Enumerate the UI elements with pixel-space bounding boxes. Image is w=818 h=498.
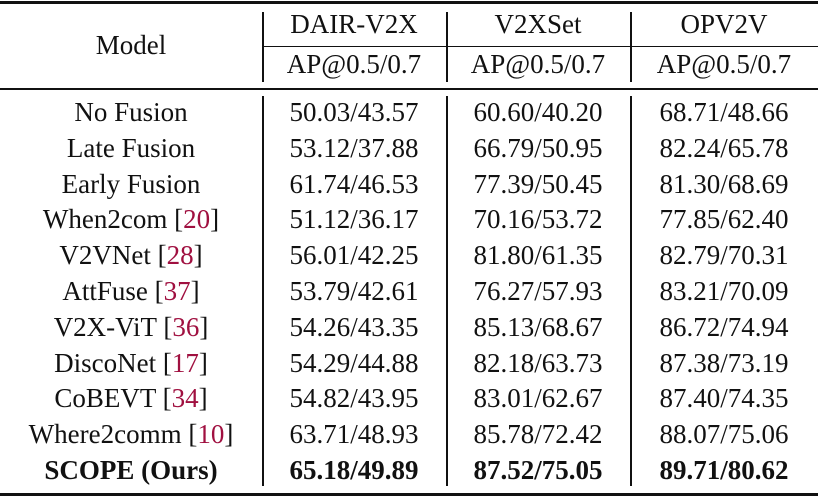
citation-link[interactable]: 28: [166, 240, 194, 271]
model-name: SCOPE (Ours): [44, 455, 218, 485]
model-name: AttFuse: [62, 276, 148, 306]
header-metric: AP@0.5/0.7: [286, 49, 422, 79]
table-cell-value: 54.82/43.95: [289, 383, 419, 414]
model-name: V2VNet: [59, 240, 151, 271]
citation-bracket: [: [155, 383, 172, 414]
citation-bracket: [: [181, 419, 198, 450]
table-cell-value: 68.71/48.66: [659, 97, 789, 127]
table-cell-value: 85.13/68.67: [473, 311, 603, 342]
citation-bracket: ]: [190, 276, 200, 306]
model-name: CoBEVT: [54, 383, 156, 414]
citation-bracket: [: [147, 276, 164, 306]
model-name: Where2comm: [28, 419, 182, 450]
table-cell-value: 82.24/65.78: [659, 132, 789, 163]
column-divider: [630, 96, 632, 486]
model-name: V2X-ViT: [53, 311, 157, 342]
table-row-model: V2VNet [28]: [0, 237, 262, 273]
table-cell-value: 54.26/43.35: [289, 311, 419, 342]
table-row-model: AttFuse [37]: [0, 273, 262, 309]
table-row-model: No Fusion: [0, 94, 262, 130]
table-cell-value: 86.72/74.94: [659, 311, 789, 342]
header-dataset-dair-v2x: DAIR-V2X: [290, 9, 418, 39]
table-cell-value: 81.30/68.69: [659, 168, 789, 199]
citation-bracket: [: [150, 240, 167, 271]
table-cell-value: 63.71/48.93: [289, 419, 419, 450]
table-cell-value: 50.03/43.57: [289, 97, 419, 127]
table-cell-value: 83.01/62.67: [473, 383, 603, 414]
model-name: DiscoNet: [54, 347, 157, 378]
bottom-rule: [0, 493, 818, 496]
table-cell-value: 54.29/44.88: [289, 347, 419, 378]
table-cell-value: 56.01/42.25: [289, 240, 419, 271]
table-cell-value: 77.85/62.40: [659, 204, 789, 235]
citation-bracket: ]: [193, 240, 203, 271]
citation-link[interactable]: 37: [163, 276, 191, 306]
header-rule: [0, 88, 818, 90]
table-cell-value: 76.27/57.93: [473, 276, 603, 306]
table-cell-value: 70.16/53.72: [473, 204, 603, 235]
citation-bracket: ]: [224, 419, 234, 450]
table-cell-value: 89.71/80.62: [659, 455, 789, 485]
table-cell-value: 87.38/73.19: [659, 347, 789, 378]
table-row-model: Where2comm [10]: [0, 416, 262, 452]
header-dataset-v2xset: V2XSet: [494, 9, 582, 39]
citation-bracket: ]: [198, 383, 208, 414]
top-rule: [0, 1, 818, 4]
table-cell-value: 88.07/75.06: [659, 419, 789, 450]
table-cell-value: 77.39/50.45: [473, 168, 603, 199]
citation-link[interactable]: 34: [171, 383, 199, 414]
header-sub-rule: [262, 46, 818, 47]
citation-bracket: ]: [199, 311, 209, 342]
model-name: When2com: [42, 204, 168, 235]
table-cell-value: 87.40/74.35: [659, 383, 789, 414]
table-row-model: SCOPE (Ours): [0, 452, 262, 488]
table-row-model: DiscoNet [17]: [0, 345, 262, 381]
citation-link[interactable]: 36: [172, 311, 200, 342]
table-cell-value: 53.12/37.88: [289, 132, 419, 163]
column-divider: [262, 12, 264, 82]
table-cell-value: 85.78/72.42: [473, 419, 603, 450]
table-cell-value: 51.12/36.17: [289, 204, 419, 235]
table-row-model: CoBEVT [34]: [0, 380, 262, 416]
citation-bracket: ]: [210, 204, 220, 235]
table-cell-value: 60.60/40.20: [473, 97, 603, 127]
citation-bracket: ]: [198, 347, 208, 378]
table-row-model: Early Fusion: [0, 166, 262, 202]
table-cell-value: 87.52/75.05: [473, 455, 603, 485]
table-row-model: When2com [20]: [0, 201, 262, 237]
model-name: Late Fusion: [66, 132, 196, 163]
citation-bracket: [: [156, 311, 173, 342]
table-cell-value: 61.74/46.53: [289, 168, 419, 199]
table-cell-value: 83.21/70.09: [659, 276, 789, 306]
column-divider: [262, 96, 264, 486]
header-dataset-opv2v: OPV2V: [680, 9, 768, 39]
table-cell-value: 65.18/49.89: [289, 455, 419, 485]
header-metric: AP@0.5/0.7: [656, 49, 792, 79]
citation-link[interactable]: 17: [171, 347, 199, 378]
model-name: No Fusion: [74, 97, 188, 127]
column-divider: [446, 96, 448, 486]
header-model: Model: [95, 30, 167, 60]
citation-link[interactable]: 20: [183, 204, 211, 235]
table-cell-value: 66.79/50.95: [473, 132, 603, 163]
model-name: Early Fusion: [61, 168, 201, 199]
table-row-model: V2X-ViT [36]: [0, 309, 262, 345]
citation-bracket: [: [167, 204, 184, 235]
column-divider: [446, 12, 448, 82]
table-cell-value: 81.80/61.35: [473, 240, 603, 271]
table-row-model: Late Fusion: [0, 130, 262, 166]
citation-bracket: [: [156, 347, 172, 378]
table-cell-value: 82.18/63.73: [473, 347, 603, 378]
header-metric: AP@0.5/0.7: [470, 49, 606, 79]
table-cell-value: 82.79/70.31: [659, 240, 789, 271]
table-cell-value: 53.79/42.61: [289, 276, 419, 306]
column-divider: [630, 12, 632, 82]
citation-link[interactable]: 10: [197, 419, 225, 450]
